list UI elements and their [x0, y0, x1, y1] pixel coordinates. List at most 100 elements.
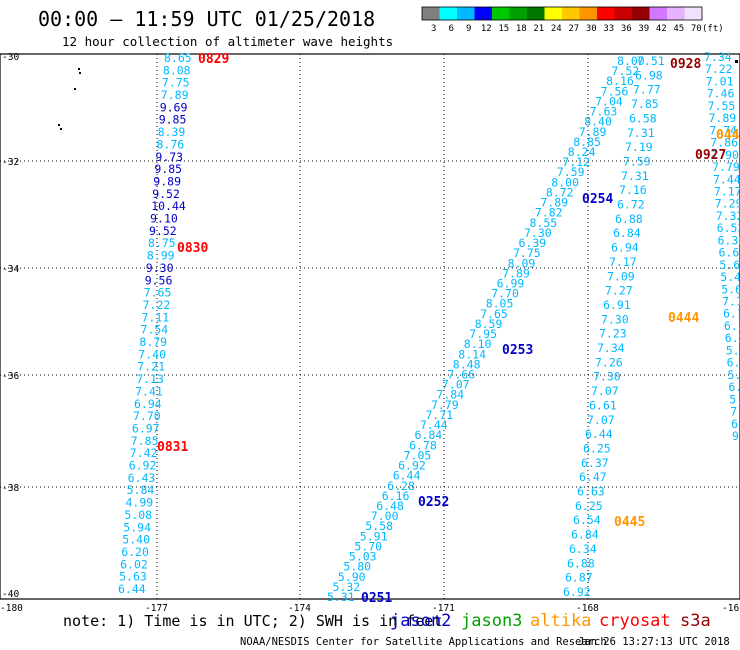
- wave-height-value: 7.59: [623, 155, 651, 169]
- wave-height-value: 7.70: [491, 287, 519, 301]
- wave-height-value: 6.94: [134, 397, 162, 411]
- wave-height-value: 8.09: [508, 256, 536, 270]
- wave-height-value: 7.32: [716, 209, 740, 223]
- lat-tick-30: -30: [2, 52, 19, 63]
- map-subtitle: 12 hour collection of altimeter wave hei…: [62, 34, 393, 49]
- wave-height-value: 8.05: [486, 297, 514, 311]
- wave-height-value: 6.92: [563, 585, 591, 599]
- wave-height-value: 7.22: [705, 62, 733, 76]
- wave-height-value: 7.07: [587, 413, 615, 427]
- legend-label: 15: [498, 24, 509, 34]
- wave-height-value: 5.64: [721, 282, 740, 296]
- wave-height-value: 6.38: [718, 233, 740, 247]
- legend-label: 36: [621, 24, 632, 34]
- wave-height-value: 5.94: [123, 520, 151, 534]
- wave-height-tracks: 8.658.087.757.899.699.858.398.769.739.85…: [118, 50, 740, 604]
- legend-swatch: [439, 7, 457, 20]
- wave-height-value: 9.69: [160, 100, 188, 114]
- wave-height-value: 7.21: [137, 360, 165, 374]
- wave-height-value: 7.40: [138, 347, 166, 361]
- pass-time-label: 0445: [614, 515, 645, 530]
- wave-height-value: 9.30: [146, 261, 174, 275]
- wave-height-value: 8.72: [546, 186, 574, 200]
- footer-credit: NOAA/NESDIS Center for Satellite Applica…: [240, 636, 607, 648]
- wave-height-value: 5.32: [333, 580, 361, 594]
- legend-border: [421, 6, 703, 21]
- wave-height-value: 6.84: [415, 428, 443, 442]
- color-scale-legend: 3 6 9 12 15 18 21 24 27 30 33 36 39 42 45 70: [421, 6, 703, 34]
- legend-swatch: [474, 7, 492, 20]
- pass-time-label: 044: [716, 128, 740, 143]
- wave-height-value: 6.87: [565, 571, 593, 585]
- wave-height-value: 6.78: [409, 438, 437, 452]
- wave-height-value: 8.10: [464, 337, 492, 351]
- satellite-cryosat: cryosat: [599, 611, 671, 631]
- wave-height-value: 6.02: [120, 557, 148, 571]
- wave-height-value: 7.31: [621, 169, 649, 183]
- wave-height-value: 5.70: [354, 539, 382, 553]
- wave-height-value: 7.07: [442, 378, 470, 392]
- wave-height-value: 7.51: [637, 54, 665, 68]
- wave-height-value: 6.77: [728, 380, 740, 394]
- wave-height-value: 7.34: [597, 341, 625, 355]
- lat-tick-38: -38: [2, 483, 19, 494]
- pass-time-label: 0444: [668, 311, 699, 326]
- wave-height-value: 7.89: [540, 196, 568, 210]
- wave-height-value: 6.47: [579, 470, 607, 484]
- wave-height-value: 6.37: [581, 456, 609, 470]
- wave-height-value: 7.65: [480, 307, 508, 321]
- wave-height-value: 7.22: [143, 298, 171, 312]
- wave-height-value: 7.17: [714, 185, 740, 199]
- wave-height-value: 5.63: [119, 570, 147, 584]
- wave-height-value: 7.46: [707, 87, 735, 101]
- wave-height-value: 6.44: [393, 469, 421, 483]
- wave-height-value: 7.23: [599, 327, 627, 341]
- legend-swatch: [684, 7, 702, 20]
- pass-time-label: 0927: [695, 148, 726, 163]
- wave-height-value: 6.97: [132, 422, 160, 436]
- pass-time-label: 0253: [502, 343, 533, 358]
- wave-height-value: 6.60: [719, 246, 740, 260]
- legend-label: 42: [656, 24, 667, 34]
- legend-label: 30: [586, 24, 597, 34]
- lat-tick-34: -34: [2, 264, 19, 275]
- wave-height-value: 8.08: [163, 63, 191, 77]
- wave-height-value: 6.58: [629, 111, 657, 125]
- legend-label: 39: [638, 24, 649, 34]
- legend-label: 21: [533, 24, 544, 34]
- wave-height-value: 7.90: [711, 148, 739, 162]
- wave-height-value: 5.58: [365, 519, 393, 533]
- wave-height-value: 7.77: [633, 83, 661, 97]
- wave-height-value: 8.48: [453, 357, 481, 371]
- wave-height-value: 7.19: [625, 140, 653, 154]
- legend-swatch: [649, 7, 667, 20]
- legend-label: 45: [673, 24, 684, 34]
- satellite-jason2: jason2: [390, 611, 451, 631]
- wave-height-value: 7.41: [135, 384, 163, 398]
- wave-height-value: 6.43: [128, 471, 156, 485]
- wave-height-value: 5.71: [726, 343, 740, 357]
- wave-height-value: 9.85: [159, 113, 187, 127]
- wave-height-value: 5.0: [729, 392, 740, 406]
- wave-height-value: 9.52: [152, 187, 180, 201]
- wave-height-value: 7.79: [712, 160, 740, 174]
- lat-tick-40: -40: [2, 589, 19, 600]
- wave-height-value: 9.56: [145, 273, 173, 287]
- wave-height-value: 7.3: [730, 405, 740, 419]
- wave-height-value: 6.34: [569, 542, 597, 556]
- wave-height-value: 7.89: [709, 111, 737, 125]
- wave-height-value: 9.52: [149, 224, 177, 238]
- wave-height-value: 6.84: [613, 226, 641, 240]
- wave-height-value: 6.63: [577, 485, 605, 499]
- wave-height-value: 7.16: [619, 183, 647, 197]
- wave-height-value: 7.30: [524, 226, 552, 240]
- pass-time-label: 0830: [177, 241, 208, 256]
- legend-swatch: [492, 7, 510, 20]
- wave-height-value: 7.05: [404, 448, 432, 462]
- plot-frame: [0, 53, 740, 600]
- wave-height-value: 10.44: [151, 199, 186, 213]
- wave-height-value: 6.16: [724, 319, 740, 333]
- wave-height-value: 7.79: [431, 398, 459, 412]
- wave-height-value: 5.40: [122, 533, 150, 547]
